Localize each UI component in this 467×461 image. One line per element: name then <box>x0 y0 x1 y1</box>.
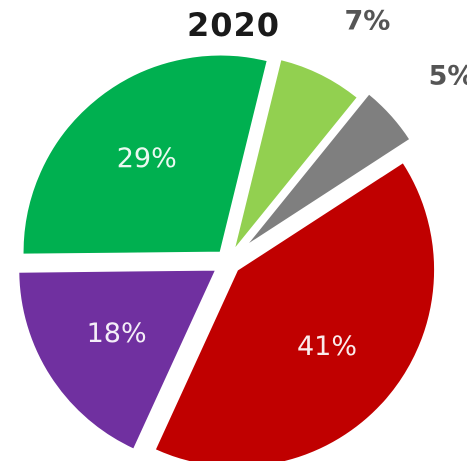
pie-slice-4 <box>232 57 360 252</box>
pie-label-4: 7% <box>344 5 390 36</box>
pie-slices <box>17 53 437 461</box>
pie-slice-3 <box>21 53 269 256</box>
pie-label-3: 29% <box>117 143 177 174</box>
pie-slice-2 <box>17 268 218 451</box>
pie-label-1: 41% <box>297 331 357 362</box>
pie-slice-1 <box>153 160 437 461</box>
chart-title: 2020 <box>186 6 281 44</box>
pie-label-2: 18% <box>87 318 147 349</box>
pie-slice-5 <box>243 91 412 249</box>
pie-labels: 41% 18% 29% 7% 5% <box>87 5 467 362</box>
pie-label-5: 5% <box>429 60 467 91</box>
